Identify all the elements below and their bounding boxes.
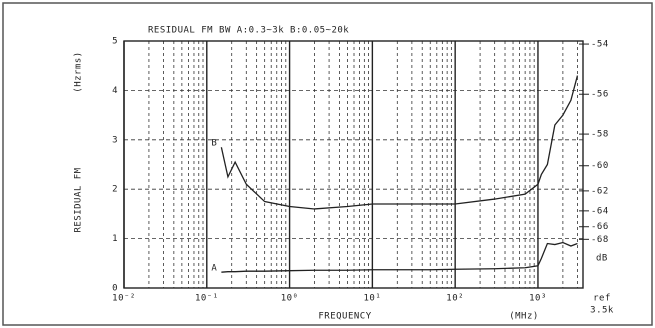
x-tick-label: 10¹ [363,294,381,304]
y2-tick-label: -56 [591,90,609,100]
x-unit: (MHz) [509,312,539,322]
x-tick-label: 10² [446,294,464,304]
y-tick-label: 4 [112,86,118,96]
y-tick-label: 2 [112,185,118,195]
series-label: B [211,139,217,149]
y-tick-label: 1 [112,234,118,244]
series-line [220,75,579,210]
x-tick-label: 10⁻² [112,294,136,304]
x-tick-label: 10⁰ [281,294,299,304]
chart-title: RESIDUAL FM BW A:0.3~3k B:0.05~20k [148,26,349,36]
series-label: A [211,264,217,274]
y2-tick-label: -68 [591,235,609,245]
reference-label: 3.5k [590,306,614,316]
y-unit: (Hzrms) [74,51,84,92]
y-tick-label: 0 [112,284,118,294]
y2-axis-title: dB [596,254,608,264]
y-tick-label: 3 [112,135,118,145]
y2-tick-label: -62 [591,186,609,196]
reference-label: ref [593,294,611,304]
y-axis-title: RESIDUAL FM [74,167,84,232]
series-line [221,241,578,273]
plot-frame [123,40,584,289]
y2-tick-label: -66 [591,222,609,232]
x-tick-label: 10³ [529,294,547,304]
y2-tick-label: -60 [591,161,609,171]
x-axis-title: FREQUENCY [318,312,371,322]
y2-tick-label: -64 [591,206,609,216]
y-tick-label: 5 [112,37,118,47]
y2-tick-label: -58 [591,130,609,140]
x-tick-label: 10⁻¹ [195,294,219,304]
y2-tick-label: -54 [591,40,609,50]
